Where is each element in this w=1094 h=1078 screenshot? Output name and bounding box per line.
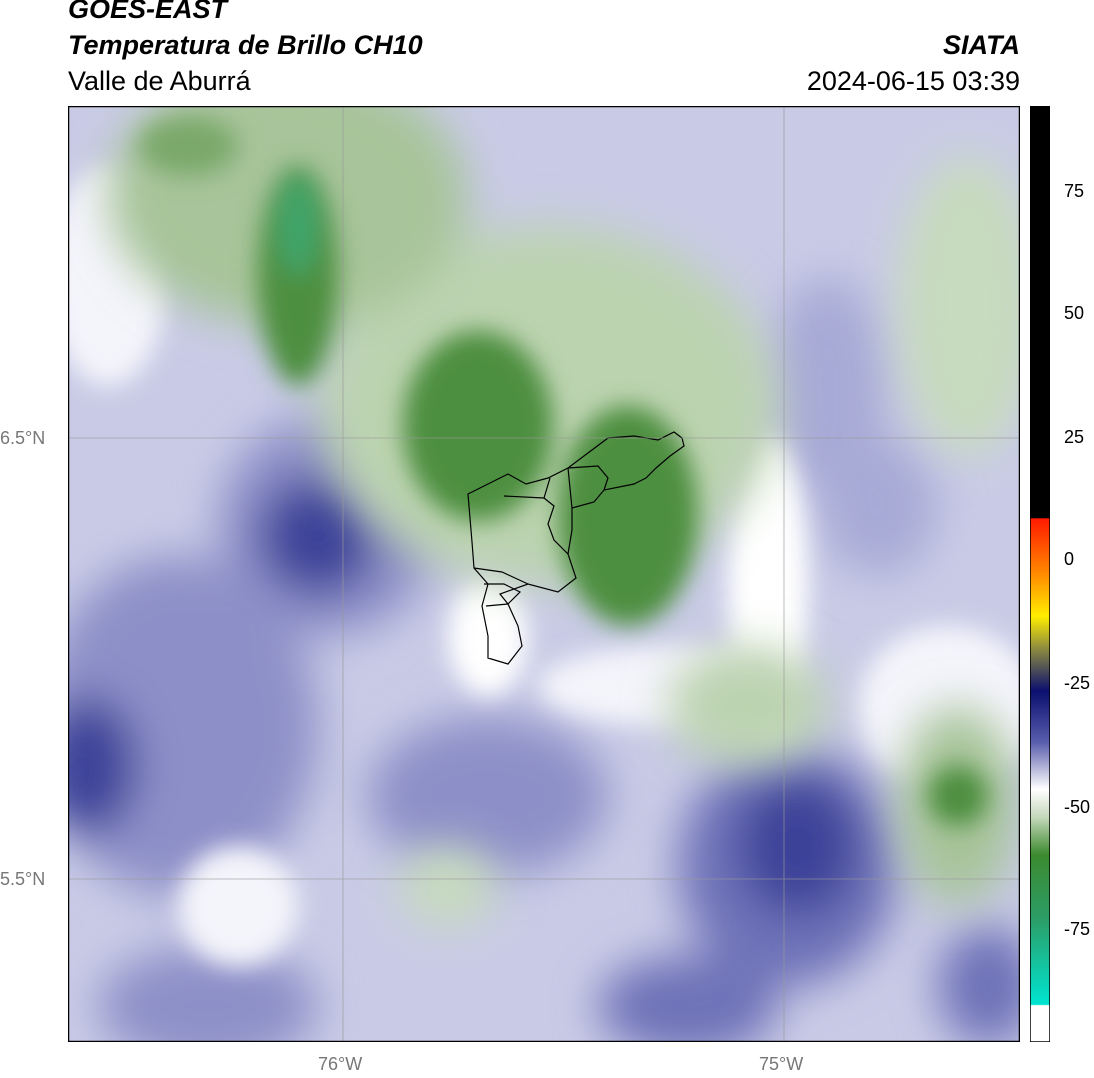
title-satellite: GOES-EAST	[68, 0, 228, 24]
cloud-field-blue	[68, 276, 1020, 1042]
colorbar	[1030, 106, 1050, 1042]
colorbar-gradient	[1030, 106, 1050, 1042]
lat-label-6-5n: 6.5°N	[0, 428, 46, 448]
colorbar-tick-0: 0	[1064, 549, 1075, 569]
brightness-temperature-map	[68, 106, 1020, 1042]
colorbar-tick-minus-75: -75	[1064, 919, 1091, 939]
title-agency: SIATA	[943, 30, 1020, 60]
colorbar-tick-75: 75	[1064, 181, 1085, 201]
colorbar-tick-25: 25	[1064, 427, 1085, 447]
lon-label-75w: 75°W	[759, 1054, 804, 1074]
cloud-field-green-dark	[138, 116, 988, 826]
colorbar-tick-50: 50	[1064, 303, 1085, 323]
title-product: Temperatura de Brillo CH10	[68, 30, 423, 60]
valle-de-aburra-boundaries	[467, 431, 685, 665]
map-frame	[68, 106, 1020, 1042]
colorbar-tick-minus-50: -50	[1064, 797, 1091, 817]
title-datetime: 2024-06-15 03:39	[806, 66, 1020, 96]
title-region: Valle de Aburrá	[68, 66, 251, 96]
lon-label-76w: 76°W	[318, 1054, 363, 1074]
lat-label-5-5n: 5.5°N	[0, 869, 46, 889]
gridlines	[68, 106, 1020, 1042]
colorbar-tick-minus-25: -25	[1064, 673, 1091, 693]
